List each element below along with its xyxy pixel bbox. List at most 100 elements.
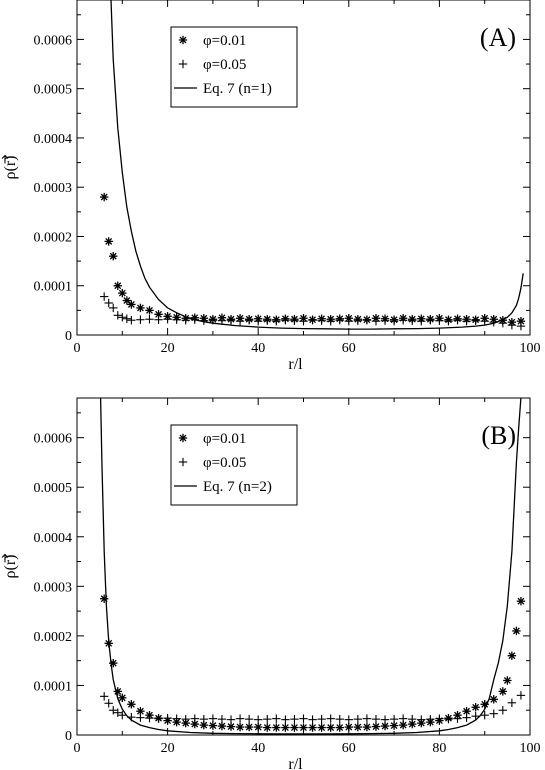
plot-area — [99, 398, 526, 735]
data-point-plus — [199, 714, 209, 724]
data-point-asterisk — [335, 723, 344, 732]
data-point-plus — [118, 313, 127, 322]
data-point-asterisk — [512, 626, 521, 636]
data-point-plus — [281, 715, 290, 724]
series-plus — [99, 292, 526, 331]
data-point-plus — [326, 714, 335, 723]
data-point-asterisk — [408, 719, 417, 729]
data-point-plus — [235, 317, 245, 326]
data-point-plus — [118, 710, 127, 720]
data-point-asterisk — [353, 722, 363, 732]
data-point-plus — [516, 691, 526, 700]
data-point-plus — [254, 317, 263, 326]
data-point-plus — [190, 714, 199, 723]
data-point-plus — [453, 714, 462, 723]
data-point-plus — [308, 316, 317, 325]
data-point-plus — [398, 316, 408, 325]
legend-entry: φ=0.01 — [203, 431, 246, 447]
data-point-plus — [398, 714, 408, 723]
legend-entry: Eq. 7 (n=1) — [203, 81, 272, 97]
data-point-asterisk — [344, 722, 353, 732]
data-point-plus — [272, 317, 281, 326]
panel-label: (B) — [481, 421, 516, 450]
data-point-plus — [380, 316, 390, 325]
y-tick-label: 0.0006 — [34, 432, 73, 447]
data-point-plus — [344, 317, 353, 326]
legend-entry: φ=0.05 — [203, 57, 246, 73]
x-tick-label: 20 — [161, 341, 175, 356]
chart-panel-b: 0 20 40 60 80 100 0 0.0001 0.0002 0.0003 0.0004 0.0… — [1, 397, 541, 770]
data-point-plus — [498, 706, 508, 715]
data-point-asterisk — [263, 723, 272, 732]
data-point-plus — [408, 714, 417, 724]
legend-marker-asterisk — [178, 35, 188, 45]
x-tick-label: 100 — [520, 341, 541, 356]
data-point-plus — [417, 317, 426, 326]
x-tick-label: 60 — [342, 741, 356, 756]
series-asterisk — [99, 594, 526, 732]
data-point-plus — [113, 708, 122, 717]
data-point-plus — [362, 316, 372, 325]
x-tick-label: 20 — [161, 741, 175, 756]
data-point-plus — [335, 714, 344, 724]
data-point-asterisk — [489, 695, 498, 704]
data-point-asterisk — [326, 723, 335, 732]
data-point-plus — [317, 316, 326, 325]
data-point-plus — [145, 713, 154, 723]
data-point-plus — [489, 709, 498, 718]
series-plus — [99, 691, 526, 724]
data-point-asterisk — [516, 317, 526, 326]
data-point-plus — [235, 714, 245, 723]
legend-box — [170, 424, 298, 506]
data-point-plus — [389, 714, 399, 724]
data-point-asterisk — [371, 722, 381, 731]
data-point-asterisk — [290, 723, 299, 732]
data-point-plus — [426, 714, 435, 724]
legend-marker-asterisk — [178, 433, 188, 443]
data-point-plus — [244, 714, 254, 724]
legend-entry: φ=0.01 — [203, 33, 246, 49]
data-point-plus — [290, 714, 299, 724]
x-tick-label: 80 — [432, 341, 446, 356]
data-point-plus — [471, 711, 480, 721]
data-point-plus — [471, 316, 480, 325]
vector-arrow-icon — [1, 154, 9, 164]
data-point-plus — [299, 714, 308, 723]
x-tick-label: 0 — [74, 741, 81, 756]
y-tick-label: 0.0004 — [34, 132, 73, 147]
data-point-plus — [281, 316, 290, 325]
data-point-plus — [462, 713, 471, 722]
data-point-plus — [113, 311, 122, 320]
data-point-asterisk — [244, 722, 254, 732]
data-point-plus — [163, 315, 172, 324]
data-point-plus — [408, 316, 417, 325]
data-point-asterisk — [462, 707, 471, 716]
data-point-plus — [99, 292, 109, 301]
x-axis-label: r/l — [288, 756, 303, 770]
x-tick-label: 40 — [251, 741, 265, 756]
data-point-plus — [109, 303, 118, 313]
x-tick-label: 100 — [520, 741, 541, 756]
data-point-plus — [380, 715, 390, 724]
data-point-plus — [263, 316, 272, 325]
data-point-plus — [122, 314, 132, 323]
y-tick-label: 0.0002 — [34, 630, 73, 645]
data-point-plus — [444, 714, 453, 724]
data-point-asterisk — [281, 723, 290, 732]
y-tick-label: 0 — [65, 329, 72, 344]
data-point-plus — [136, 713, 145, 722]
data-point-plus — [104, 699, 113, 708]
data-point-asterisk — [145, 306, 154, 315]
data-point-plus — [453, 316, 462, 325]
data-point-asterisk — [516, 596, 526, 606]
y-tick-label: 0.0005 — [34, 83, 73, 98]
y-tick-label: 0.0003 — [34, 181, 73, 196]
data-point-plus — [480, 710, 489, 720]
data-point-plus — [362, 714, 372, 723]
x-tick-label: 80 — [432, 741, 446, 756]
data-point-plus — [181, 714, 190, 724]
legend-box — [170, 26, 298, 108]
series-line — [99, 398, 522, 735]
data-point-plus — [127, 316, 136, 325]
